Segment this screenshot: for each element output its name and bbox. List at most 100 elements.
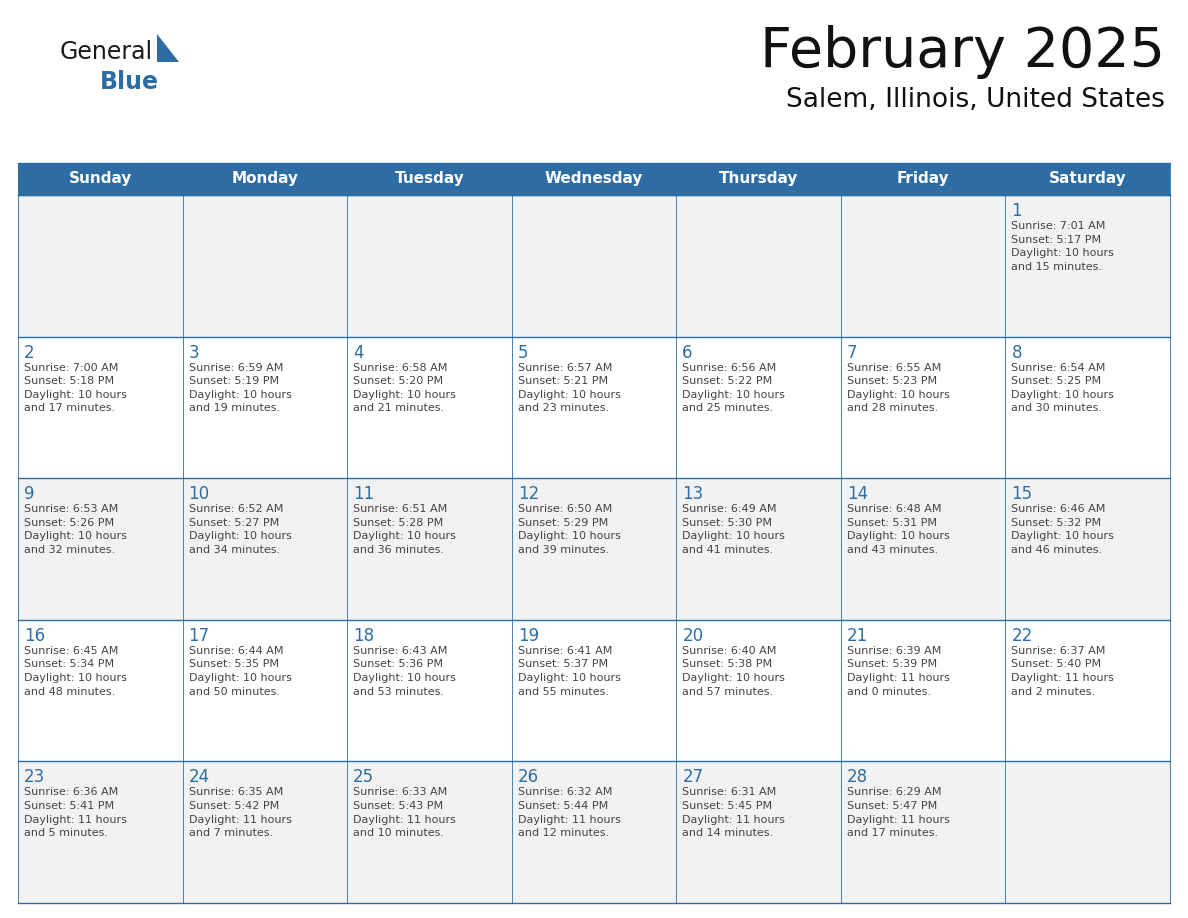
Text: Sunrise: 6:35 AM
Sunset: 5:42 PM
Daylight: 11 hours
and 7 minutes.: Sunrise: 6:35 AM Sunset: 5:42 PM Dayligh…: [189, 788, 291, 838]
Text: 12: 12: [518, 486, 539, 503]
Text: 7: 7: [847, 343, 858, 362]
Text: 18: 18: [353, 627, 374, 644]
Text: Thursday: Thursday: [719, 172, 798, 186]
Text: Sunrise: 6:56 AM
Sunset: 5:22 PM
Daylight: 10 hours
and 25 minutes.: Sunrise: 6:56 AM Sunset: 5:22 PM Dayligh…: [682, 363, 785, 413]
Text: Wednesday: Wednesday: [545, 172, 643, 186]
Text: General: General: [61, 40, 153, 64]
Bar: [18, 761, 183, 903]
Text: 11: 11: [353, 486, 374, 503]
Bar: [512, 761, 676, 903]
Text: Sunrise: 6:48 AM
Sunset: 5:31 PM
Daylight: 10 hours
and 43 minutes.: Sunrise: 6:48 AM Sunset: 5:31 PM Dayligh…: [847, 504, 949, 555]
Text: 23: 23: [24, 768, 45, 787]
Text: 22: 22: [1011, 627, 1032, 644]
Text: Sunrise: 6:41 AM
Sunset: 5:37 PM
Daylight: 10 hours
and 55 minutes.: Sunrise: 6:41 AM Sunset: 5:37 PM Dayligh…: [518, 645, 620, 697]
Text: Sunrise: 6:43 AM
Sunset: 5:36 PM
Daylight: 10 hours
and 53 minutes.: Sunrise: 6:43 AM Sunset: 5:36 PM Dayligh…: [353, 645, 456, 697]
Bar: [347, 195, 512, 337]
Bar: [18, 620, 183, 761]
Text: Sunrise: 6:58 AM
Sunset: 5:20 PM
Daylight: 10 hours
and 21 minutes.: Sunrise: 6:58 AM Sunset: 5:20 PM Dayligh…: [353, 363, 456, 413]
Bar: [841, 337, 1005, 478]
Text: Sunrise: 6:45 AM
Sunset: 5:34 PM
Daylight: 10 hours
and 48 minutes.: Sunrise: 6:45 AM Sunset: 5:34 PM Dayligh…: [24, 645, 127, 697]
Bar: [841, 761, 1005, 903]
Text: Monday: Monday: [232, 172, 298, 186]
Text: Sunrise: 6:29 AM
Sunset: 5:47 PM
Daylight: 11 hours
and 17 minutes.: Sunrise: 6:29 AM Sunset: 5:47 PM Dayligh…: [847, 788, 949, 838]
Text: Sunrise: 6:52 AM
Sunset: 5:27 PM
Daylight: 10 hours
and 34 minutes.: Sunrise: 6:52 AM Sunset: 5:27 PM Dayligh…: [189, 504, 291, 555]
Text: 10: 10: [189, 486, 210, 503]
Text: Sunrise: 7:01 AM
Sunset: 5:17 PM
Daylight: 10 hours
and 15 minutes.: Sunrise: 7:01 AM Sunset: 5:17 PM Dayligh…: [1011, 221, 1114, 272]
Text: Sunrise: 6:36 AM
Sunset: 5:41 PM
Daylight: 11 hours
and 5 minutes.: Sunrise: 6:36 AM Sunset: 5:41 PM Dayligh…: [24, 788, 127, 838]
Text: 16: 16: [24, 627, 45, 644]
Bar: [676, 761, 841, 903]
Text: 6: 6: [682, 343, 693, 362]
Text: 5: 5: [518, 343, 529, 362]
Text: Sunrise: 6:32 AM
Sunset: 5:44 PM
Daylight: 11 hours
and 12 minutes.: Sunrise: 6:32 AM Sunset: 5:44 PM Dayligh…: [518, 788, 620, 838]
Text: Sunrise: 6:40 AM
Sunset: 5:38 PM
Daylight: 10 hours
and 57 minutes.: Sunrise: 6:40 AM Sunset: 5:38 PM Dayligh…: [682, 645, 785, 697]
Text: 17: 17: [189, 627, 210, 644]
Bar: [676, 620, 841, 761]
Text: Blue: Blue: [100, 70, 159, 94]
Text: 2: 2: [24, 343, 34, 362]
Text: Sunrise: 6:51 AM
Sunset: 5:28 PM
Daylight: 10 hours
and 36 minutes.: Sunrise: 6:51 AM Sunset: 5:28 PM Dayligh…: [353, 504, 456, 555]
Bar: [183, 620, 347, 761]
Text: Sunrise: 6:54 AM
Sunset: 5:25 PM
Daylight: 10 hours
and 30 minutes.: Sunrise: 6:54 AM Sunset: 5:25 PM Dayligh…: [1011, 363, 1114, 413]
Bar: [347, 620, 512, 761]
Text: Sunrise: 6:33 AM
Sunset: 5:43 PM
Daylight: 11 hours
and 10 minutes.: Sunrise: 6:33 AM Sunset: 5:43 PM Dayligh…: [353, 788, 456, 838]
Bar: [183, 761, 347, 903]
Text: Sunrise: 6:57 AM
Sunset: 5:21 PM
Daylight: 10 hours
and 23 minutes.: Sunrise: 6:57 AM Sunset: 5:21 PM Dayligh…: [518, 363, 620, 413]
Bar: [1005, 478, 1170, 620]
Bar: [676, 337, 841, 478]
Bar: [841, 478, 1005, 620]
Text: 27: 27: [682, 768, 703, 787]
Bar: [183, 195, 347, 337]
Text: 1: 1: [1011, 202, 1022, 220]
Bar: [841, 195, 1005, 337]
Bar: [512, 195, 676, 337]
Bar: [512, 337, 676, 478]
Text: Sunrise: 7:00 AM
Sunset: 5:18 PM
Daylight: 10 hours
and 17 minutes.: Sunrise: 7:00 AM Sunset: 5:18 PM Dayligh…: [24, 363, 127, 413]
Bar: [347, 337, 512, 478]
Text: 8: 8: [1011, 343, 1022, 362]
Bar: [18, 195, 183, 337]
Text: Sunrise: 6:50 AM
Sunset: 5:29 PM
Daylight: 10 hours
and 39 minutes.: Sunrise: 6:50 AM Sunset: 5:29 PM Dayligh…: [518, 504, 620, 555]
Text: Sunday: Sunday: [69, 172, 132, 186]
Text: 13: 13: [682, 486, 703, 503]
Text: 21: 21: [847, 627, 868, 644]
Bar: [18, 478, 183, 620]
Text: Sunrise: 6:53 AM
Sunset: 5:26 PM
Daylight: 10 hours
and 32 minutes.: Sunrise: 6:53 AM Sunset: 5:26 PM Dayligh…: [24, 504, 127, 555]
Bar: [841, 620, 1005, 761]
Text: 25: 25: [353, 768, 374, 787]
Polygon shape: [157, 34, 179, 62]
Text: 4: 4: [353, 343, 364, 362]
Bar: [512, 620, 676, 761]
Bar: [183, 337, 347, 478]
Bar: [183, 478, 347, 620]
Bar: [676, 195, 841, 337]
Text: 19: 19: [518, 627, 539, 644]
Text: 14: 14: [847, 486, 868, 503]
Text: 26: 26: [518, 768, 539, 787]
Bar: [676, 478, 841, 620]
Text: 20: 20: [682, 627, 703, 644]
Text: 15: 15: [1011, 486, 1032, 503]
Text: Salem, Illinois, United States: Salem, Illinois, United States: [786, 87, 1165, 113]
Text: Sunrise: 6:44 AM
Sunset: 5:35 PM
Daylight: 10 hours
and 50 minutes.: Sunrise: 6:44 AM Sunset: 5:35 PM Dayligh…: [189, 645, 291, 697]
Bar: [347, 761, 512, 903]
Text: 3: 3: [189, 343, 200, 362]
Text: Sunrise: 6:31 AM
Sunset: 5:45 PM
Daylight: 11 hours
and 14 minutes.: Sunrise: 6:31 AM Sunset: 5:45 PM Dayligh…: [682, 788, 785, 838]
Bar: [512, 478, 676, 620]
Bar: [1005, 761, 1170, 903]
Text: Sunrise: 6:59 AM
Sunset: 5:19 PM
Daylight: 10 hours
and 19 minutes.: Sunrise: 6:59 AM Sunset: 5:19 PM Dayligh…: [189, 363, 291, 413]
Text: Sunrise: 6:37 AM
Sunset: 5:40 PM
Daylight: 11 hours
and 2 minutes.: Sunrise: 6:37 AM Sunset: 5:40 PM Dayligh…: [1011, 645, 1114, 697]
Bar: [18, 337, 183, 478]
Bar: [1005, 337, 1170, 478]
Bar: [18, 163, 1170, 195]
Text: Tuesday: Tuesday: [394, 172, 465, 186]
Bar: [1005, 620, 1170, 761]
Text: Saturday: Saturday: [1049, 172, 1126, 186]
Text: Sunrise: 6:46 AM
Sunset: 5:32 PM
Daylight: 10 hours
and 46 minutes.: Sunrise: 6:46 AM Sunset: 5:32 PM Dayligh…: [1011, 504, 1114, 555]
Text: Sunrise: 6:39 AM
Sunset: 5:39 PM
Daylight: 11 hours
and 0 minutes.: Sunrise: 6:39 AM Sunset: 5:39 PM Dayligh…: [847, 645, 949, 697]
Text: 28: 28: [847, 768, 868, 787]
Text: February 2025: February 2025: [760, 25, 1165, 79]
Text: 24: 24: [189, 768, 210, 787]
Text: Sunrise: 6:55 AM
Sunset: 5:23 PM
Daylight: 10 hours
and 28 minutes.: Sunrise: 6:55 AM Sunset: 5:23 PM Dayligh…: [847, 363, 949, 413]
Bar: [1005, 195, 1170, 337]
